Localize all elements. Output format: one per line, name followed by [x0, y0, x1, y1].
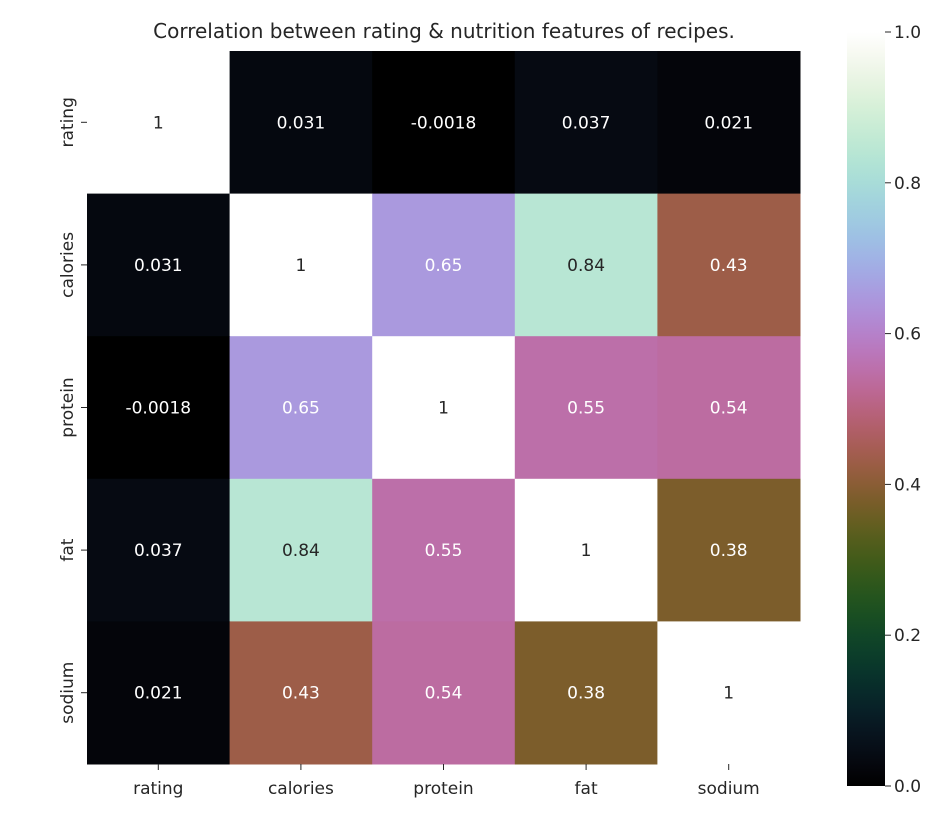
- heatmap-cell: [657, 478, 801, 622]
- cell-annotation: 0.84: [282, 541, 320, 561]
- x-tick-label: fat: [575, 779, 598, 799]
- colorbar-tick-label: 0.4: [894, 475, 921, 495]
- colorbar-ticks: 0.0 0.2 0.4 0.6 0.8 1.0: [885, 23, 921, 797]
- cell-annotation: 0.55: [425, 541, 463, 561]
- heatmap-cell: [514, 51, 658, 195]
- cell-annotation: 0.54: [710, 399, 748, 419]
- cell-annotations: 1 0.031 -0.0018 0.037 0.021 0.031 1 0.65 0.84 0.4…: [125, 113, 753, 703]
- heatmap-cell: [87, 336, 231, 480]
- x-axis: rating calories protein fat sodium: [133, 764, 760, 799]
- cell-annotation: 0.38: [710, 541, 748, 561]
- cell-annotation: 0.037: [134, 541, 183, 561]
- heatmap-cell: [229, 336, 373, 480]
- cell-annotation: 1: [723, 684, 734, 704]
- x-tick-label: protein: [413, 779, 473, 799]
- colorbar-tick-label: 0.8: [894, 174, 921, 194]
- heatmap-cell: [657, 193, 801, 337]
- heatmap-cell: [87, 621, 231, 765]
- cell-annotation: 0.021: [704, 113, 753, 133]
- heatmap-cell: [229, 51, 373, 195]
- cell-annotation: 0.43: [710, 256, 748, 276]
- heatmap-cell: [87, 193, 231, 337]
- heatmap-cell: [514, 621, 658, 765]
- y-axis: rating calories protein fat sodium: [58, 97, 87, 724]
- heatmap-cell: [657, 51, 801, 195]
- heatmap-cell: [657, 621, 801, 765]
- y-tick-label: protein: [58, 377, 78, 437]
- heatmap-cell: [87, 478, 231, 622]
- chart-title: Correlation between rating & nutrition f…: [153, 19, 735, 43]
- colorbar-tick-label: 0.6: [894, 325, 921, 345]
- y-tick-label: rating: [58, 97, 78, 147]
- colorbar-tick-label: 0.2: [894, 626, 921, 646]
- y-tick-label: sodium: [58, 662, 78, 724]
- cell-annotation: 0.031: [277, 113, 326, 133]
- cell-annotation: 0.84: [567, 256, 605, 276]
- heatmap-cell: [372, 621, 516, 765]
- cell-annotation: 0.54: [425, 684, 463, 704]
- cell-annotation: 0.43: [282, 684, 320, 704]
- cell-annotation: 0.021: [134, 684, 183, 704]
- cell-annotation: 0.65: [425, 256, 463, 276]
- colorbar-tick-label: 1.0: [894, 23, 921, 43]
- heatmap-cell: [229, 478, 373, 622]
- heatmap-cell: [87, 51, 231, 195]
- heatmap-cell: [229, 621, 373, 765]
- cell-annotation: 0.65: [282, 399, 320, 419]
- heatmap-cell: [372, 478, 516, 622]
- cell-annotation: -0.0018: [125, 399, 191, 419]
- heatmap-cell: [372, 193, 516, 337]
- x-tick-label: rating: [133, 779, 183, 799]
- cell-annotation: 0.031: [134, 256, 183, 276]
- x-tick-label: sodium: [698, 779, 760, 799]
- heatmap-cell: [229, 193, 373, 337]
- heatmap-cell: [372, 336, 516, 480]
- heatmap-cell: [372, 51, 516, 195]
- cell-annotation: 0.55: [567, 399, 605, 419]
- x-tick-label: calories: [268, 779, 334, 799]
- heatmap-cell: [514, 193, 658, 337]
- cell-annotation: 1: [438, 399, 449, 419]
- colorbar-gradient: [847, 32, 885, 786]
- heatmap-cell: [514, 336, 658, 480]
- cell-annotation: 1: [295, 256, 306, 276]
- cell-annotation: 0.38: [567, 684, 605, 704]
- cell-annotation: 1: [581, 541, 592, 561]
- cell-annotation: 1: [153, 113, 164, 133]
- colorbar-tick-label: 0.0: [894, 777, 921, 797]
- y-tick-label: fat: [58, 538, 78, 561]
- cell-annotation: -0.0018: [411, 113, 477, 133]
- colorbar: 0.0 0.2 0.4 0.6 0.8 1.0: [847, 23, 921, 797]
- cell-annotation: 0.037: [562, 113, 611, 133]
- heatmap-cells: [87, 51, 801, 765]
- y-tick-label: calories: [58, 232, 78, 298]
- heatmap-cell: [657, 336, 801, 480]
- heatmap-cell: [514, 478, 658, 622]
